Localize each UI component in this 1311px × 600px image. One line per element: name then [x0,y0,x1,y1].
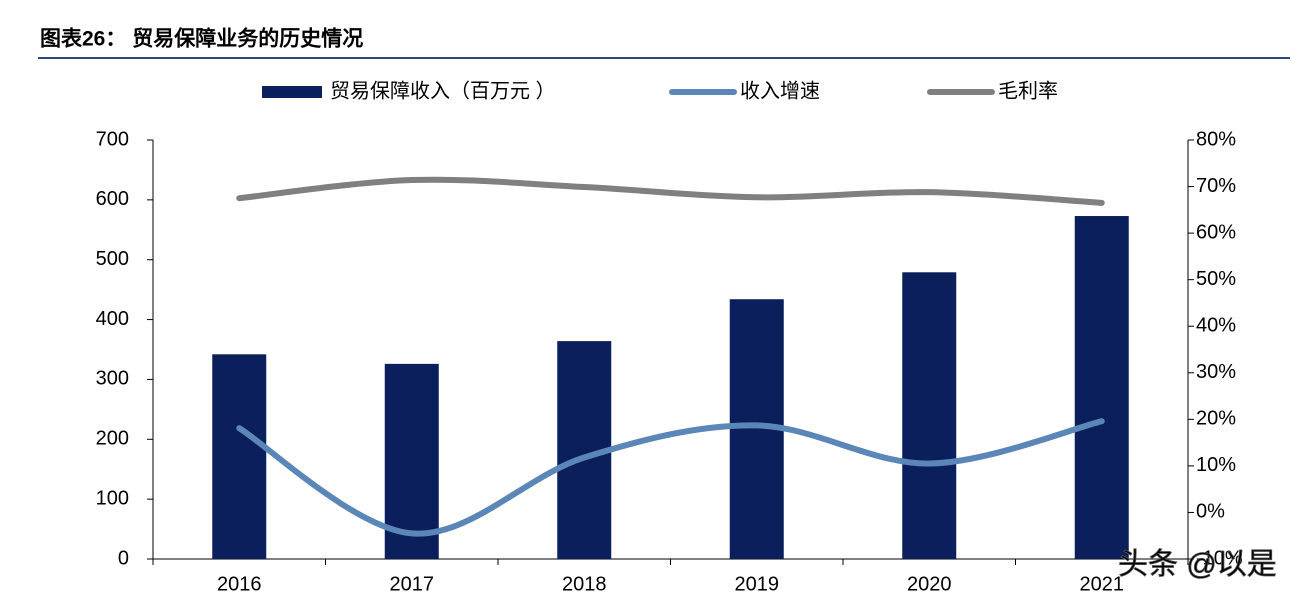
y-tick-label: 100 [96,487,129,509]
y-tick-label: 400 [96,308,129,330]
x-tick-label: 2019 [735,573,780,595]
y-tick-label: 200 [96,428,129,450]
y2-tick-label: 60% [1196,221,1236,243]
x-tick-label: 2017 [390,573,435,595]
y2-tick-label: 20% [1196,408,1236,430]
y2-tick-label: 70% [1196,175,1236,197]
x-tick-label: 2016 [217,573,262,595]
y2-tick-label: 40% [1196,315,1236,337]
chart-title: 图表26： 贸易保障业务的历史情况 [40,27,363,51]
legend-label: 贸易保障收入（百万元 ） [330,79,556,102]
y2-tick-label: 80% [1196,128,1236,150]
bar [1074,216,1129,560]
x-tick-label: 2020 [907,573,952,595]
y2-tick-label: 0% [1196,501,1225,523]
y-tick-label: 500 [96,248,129,270]
legend-label: 毛利率 [998,79,1058,102]
legend-swatch [262,86,322,98]
y-tick-label: 300 [96,368,129,390]
bar [384,363,439,559]
y2-tick-label: 10% [1196,454,1236,476]
legend-label: 收入增速 [740,79,820,102]
bar [902,272,957,559]
y2-tick-label: -10% [1196,547,1243,569]
y2-tick-label: 50% [1196,268,1236,290]
watermark: 头条 @以是 [1118,548,1277,581]
bar [212,354,267,559]
x-tick-label: 2021 [1080,573,1125,595]
line [236,176,1105,206]
x-tick-label: 2018 [562,573,607,595]
y-tick-label: 700 [96,128,129,150]
y2-tick-label: 30% [1196,361,1236,383]
y-tick-label: 600 [96,188,129,210]
line [236,418,1105,537]
y-tick-label: 0 [118,547,129,569]
